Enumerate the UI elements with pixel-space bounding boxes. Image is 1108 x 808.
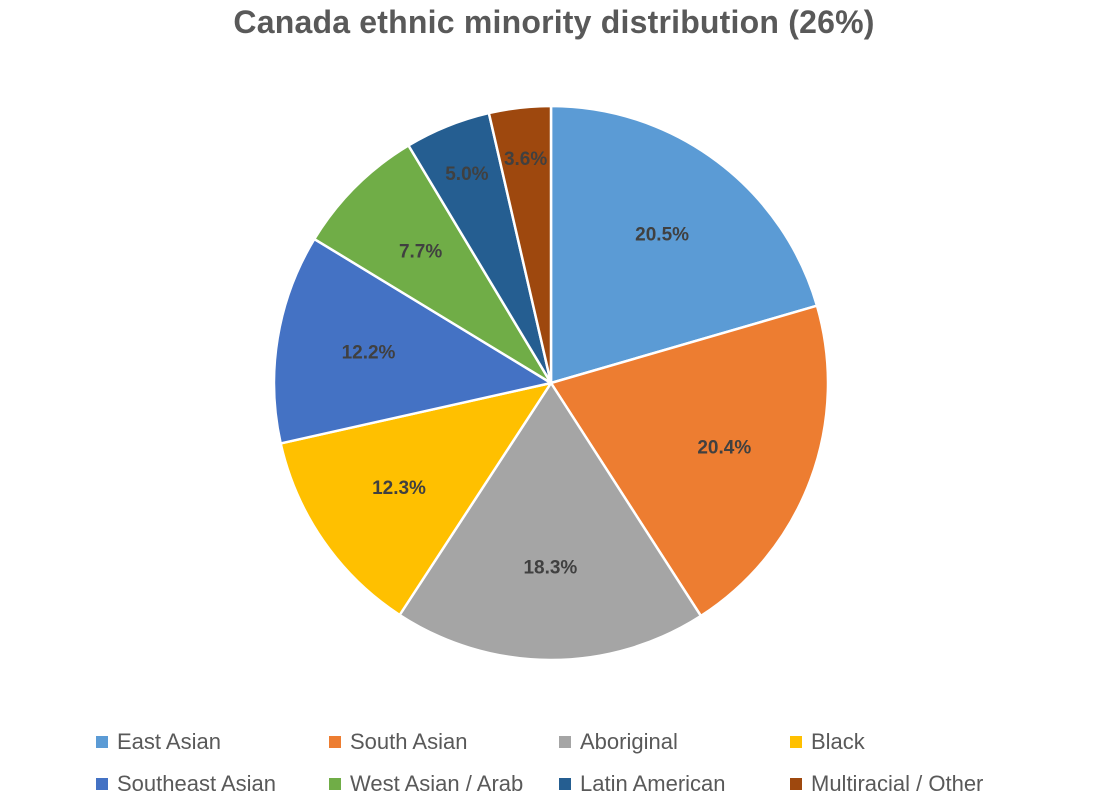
pie-slice-aboriginal[interactable]	[398, 381, 703, 662]
legend-item-multiracial-other[interactable]: Multiracial / Other	[790, 766, 983, 802]
legend-item-west-asian-arab[interactable]: West Asian / Arab	[329, 766, 523, 802]
legend-swatch	[559, 778, 571, 790]
legend: East Asian South Asian Aboriginal Black …	[96, 724, 1056, 808]
legend-item-latin-american[interactable]: Latin American	[559, 766, 726, 802]
chart-title: Canada ethnic minority distribution (26%…	[233, 4, 875, 40]
legend-label: Multiracial / Other	[811, 771, 984, 796]
legend-swatch	[329, 736, 341, 748]
data-label: 18.3%	[523, 558, 577, 579]
legend-item-east-asian[interactable]: East Asian	[96, 724, 221, 760]
legend-swatch	[329, 778, 341, 790]
legend-item-south-asian[interactable]: South Asian	[329, 724, 467, 760]
data-label: 20.4%	[697, 437, 751, 458]
legend-label: East Asian	[117, 729, 221, 754]
legend-label: West Asian / Arab	[350, 771, 524, 796]
pie-slice-black[interactable]	[279, 381, 553, 617]
data-label: 12.3%	[372, 478, 426, 499]
legend-label: Latin American	[580, 771, 726, 796]
legend-swatch	[96, 736, 108, 748]
data-label: 7.7%	[399, 241, 442, 262]
data-label: 12.2%	[342, 342, 396, 363]
legend-row: Southeast Asian West Asian / Arab Latin …	[96, 766, 1056, 808]
legend-swatch	[559, 736, 571, 748]
pie-slice-east-asian[interactable]	[549, 104, 819, 385]
legend-label: Aboriginal	[580, 729, 678, 754]
data-label: 5.0%	[445, 164, 488, 185]
legend-swatch	[790, 736, 802, 748]
pie-slice-multiracial-other[interactable]	[487, 104, 553, 385]
legend-swatch	[790, 778, 802, 790]
legend-item-southeast-asian[interactable]: Southeast Asian	[96, 766, 276, 802]
pie-slice-southeast-asian[interactable]	[272, 237, 553, 445]
pie-slice-south-asian[interactable]	[549, 304, 830, 618]
data-label: 3.6%	[504, 149, 547, 170]
pie-slice-west-asian-arab[interactable]	[313, 144, 553, 385]
legend-label: Black	[811, 729, 865, 754]
legend-label: Southeast Asian	[117, 771, 277, 796]
data-label: 20.5%	[635, 225, 689, 246]
legend-row: East Asian South Asian Aboriginal Black	[96, 724, 1056, 766]
legend-item-black[interactable]: Black	[790, 724, 865, 760]
legend-item-aboriginal[interactable]: Aboriginal	[559, 724, 678, 760]
legend-swatch	[96, 778, 108, 790]
legend-label: South Asian	[350, 729, 468, 754]
